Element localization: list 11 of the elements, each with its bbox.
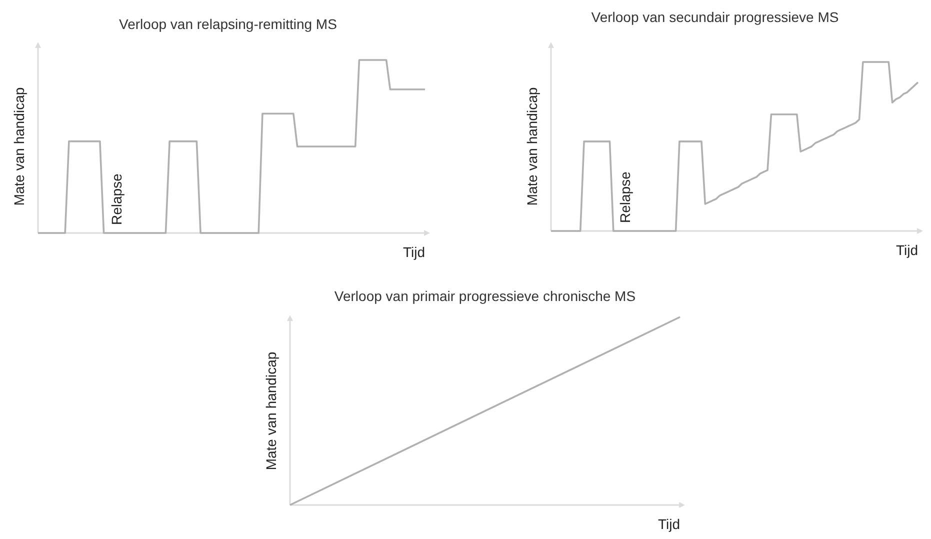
x-axis-title: Tijd [896,242,918,258]
chart-title: Verloop van secundair progressieve MS [591,9,839,25]
y-axis-title: Mate van handicap [263,352,279,470]
chart-title: Verloop van primair progressieve chronische MS [334,288,636,304]
y-axis-title: Mate van handicap [11,87,27,206]
x-axis-title: Tijd [658,516,680,532]
chart-title: Verloop van relapsing-remitting MS [119,16,337,32]
x-axis-title: Tijd [402,244,425,260]
annotation: Relapse [617,171,634,223]
y-axis-title: Mate van handicap [524,87,540,206]
annotation: Relapse [108,173,124,225]
